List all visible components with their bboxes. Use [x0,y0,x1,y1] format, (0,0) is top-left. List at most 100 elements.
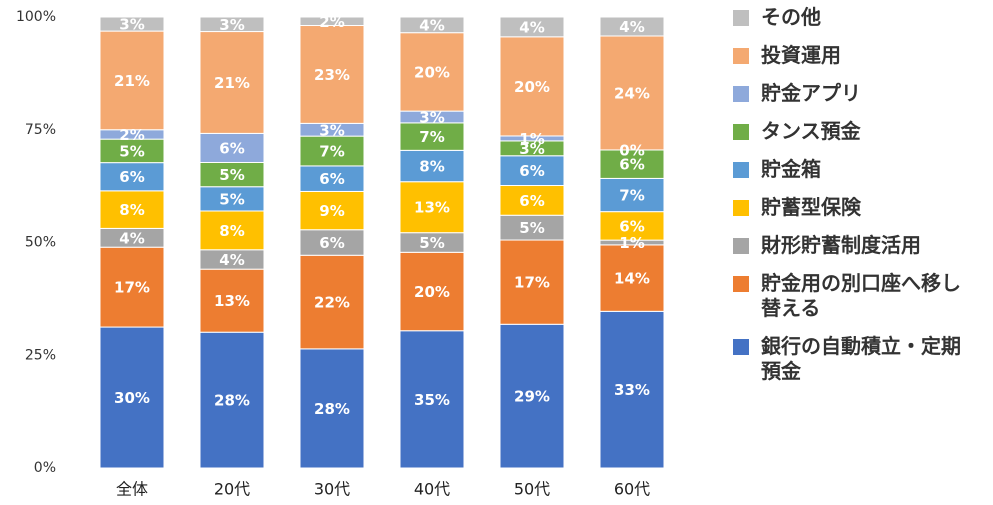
data-label: 7% [419,128,444,146]
data-label: 6% [519,192,544,210]
x-tick-label: 50代 [514,480,550,499]
data-label: 13% [214,292,250,310]
bar-segment [99,246,165,328]
bar-segment [199,331,265,469]
bar-segment [299,348,365,469]
legend-label: 貯金用の別口座へ移し替える [761,271,961,320]
y-tick-label: 50% [25,235,56,251]
data-label: 5% [219,190,244,208]
legend-item: タンス預金 [733,119,978,144]
bar-segment [399,251,465,332]
legend-label: 財形貯蓄制度活用 [761,233,921,257]
x-tick-label: 30代 [314,480,350,499]
data-label: 4% [619,18,644,36]
bar-segment [199,16,265,33]
bar-segment [499,239,565,325]
bar-segment [199,268,265,333]
legend-label: タンス預金 [761,119,861,143]
data-label: 14% [614,270,650,288]
legend-item: その他 [733,5,978,30]
legend-swatch [733,86,749,102]
data-label: 7% [319,143,344,161]
data-label: 5% [519,219,544,237]
data-label: 6% [119,168,144,186]
legend-item: 貯金アプリ [733,81,978,106]
data-label: 5% [119,142,144,160]
bar-segment [399,122,465,151]
data-label: 22% [314,294,350,312]
data-label: 23% [314,66,350,84]
legend-swatch [733,200,749,216]
data-label: 3% [219,16,244,34]
data-label: 17% [514,274,550,292]
bar-segment [99,190,165,229]
bar-segment [299,16,365,27]
data-label: 3% [519,140,544,158]
data-label: 21% [114,72,150,90]
legend-swatch [733,10,749,26]
data-label: 2% [319,13,344,31]
data-label: 30% [114,389,150,407]
bar-segment [199,186,265,212]
bar-segment [599,35,665,151]
bar-segment [299,229,365,256]
legend-swatch [733,238,749,254]
legend-item: 銀行の自動積立・定期預金 [733,334,978,384]
data-label: 13% [414,199,450,217]
y-tick-label: 75% [25,122,56,138]
data-label: 8% [219,222,244,240]
bar-segment [499,323,565,469]
data-label: 8% [119,201,144,219]
data-label: 20% [414,283,450,301]
data-label: 33% [614,381,650,399]
bar-segment [599,177,665,213]
legend-item: 貯金箱 [733,157,978,182]
data-label: 0% [619,141,644,159]
data-label: 2% [119,126,144,144]
data-label: 7% [619,187,644,205]
data-label: 3% [319,121,344,139]
legend-label: 投資運用 [761,43,841,67]
data-label: 1% [519,130,544,148]
legend-swatch [733,48,749,64]
data-label: 21% [214,74,250,92]
bar-segment [599,211,665,241]
data-label: 1% [619,234,644,252]
bar-segment [399,181,465,234]
data-label: 4% [219,251,244,269]
data-label: 6% [219,139,244,157]
data-label: 28% [214,392,250,410]
bar-segment [599,244,665,312]
data-label: 17% [114,279,150,297]
legend-swatch [733,339,749,355]
data-label: 6% [619,217,644,235]
legend-label: 貯金アプリ [761,81,861,105]
legend-item: 投資運用 [733,43,978,68]
legend-swatch [733,276,749,292]
bar-segment [299,190,365,231]
data-label: 6% [319,234,344,252]
bar-segment [99,162,165,192]
data-label: 4% [119,229,144,247]
legend-label: 貯金箱 [761,157,821,181]
data-label: 6% [519,162,544,180]
legend-item: 貯金用の別口座へ移し替える [733,271,978,321]
legend-swatch [733,124,749,140]
data-label: 5% [219,166,244,184]
data-label: 4% [519,18,544,36]
bar-segment [499,155,565,187]
data-label: 8% [419,158,444,176]
bar-segment [199,161,265,188]
bar-segment [499,214,565,241]
bar-segment [299,25,365,124]
bar-segment [399,32,465,112]
data-label: 9% [319,202,344,220]
x-tick-label: 20代 [214,480,250,499]
bar-segment [299,165,365,192]
data-label: 4% [419,16,444,34]
y-tick-label: 100% [16,9,56,25]
y-tick-label: 0% [34,460,56,476]
data-label: 20% [514,78,550,96]
